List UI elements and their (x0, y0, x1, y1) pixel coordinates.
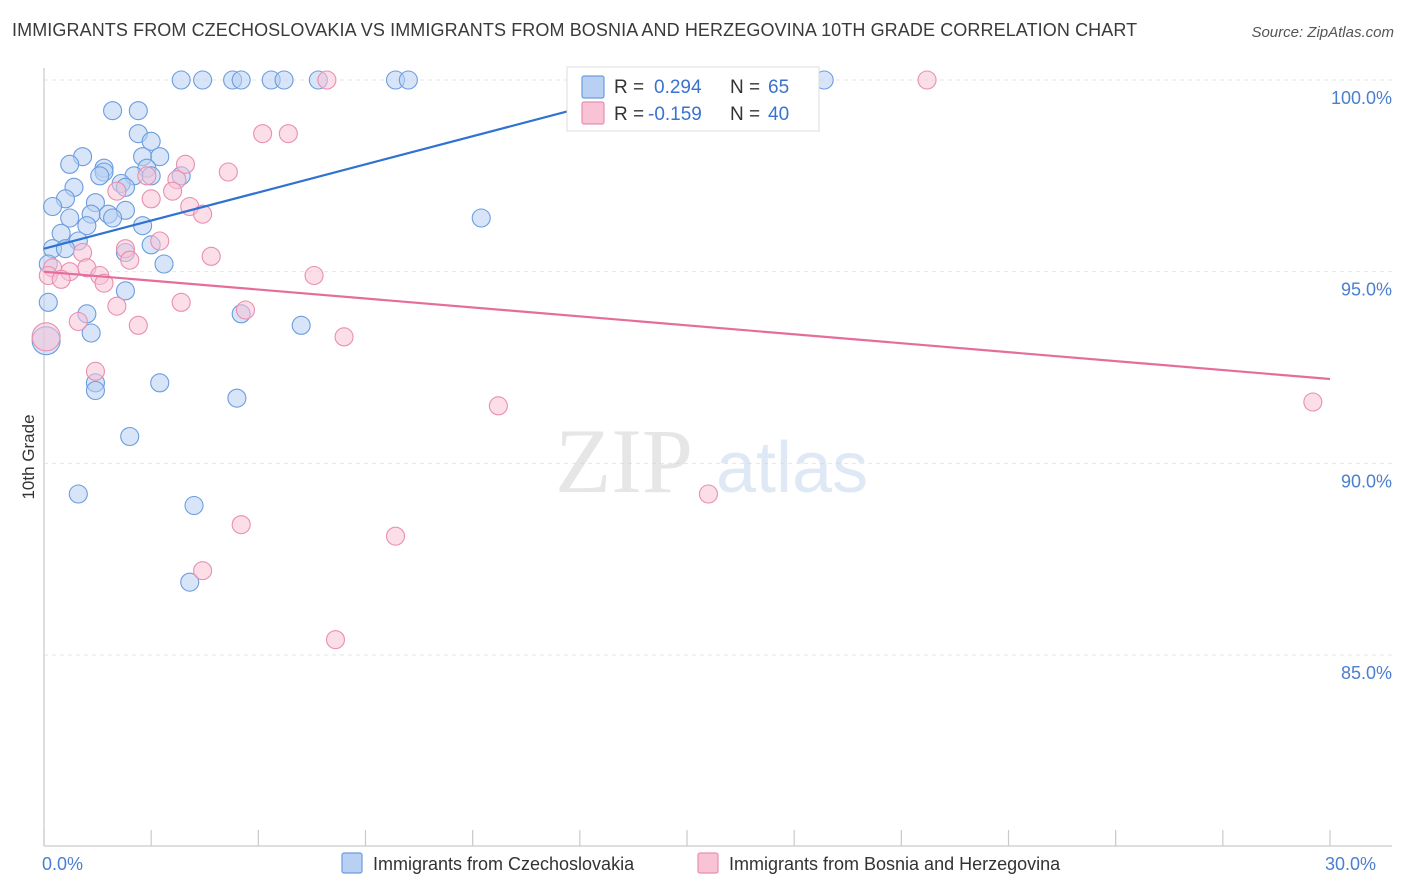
point-czechoslovakia (231, 70, 251, 90)
point-bosnia (85, 361, 105, 381)
legend-swatch-czechoslovakia (581, 75, 605, 99)
point-czechoslovakia (81, 323, 101, 343)
point-czechoslovakia (274, 70, 294, 90)
point-czechoslovakia (103, 208, 123, 228)
legend-swatch-bosnia (581, 101, 605, 125)
legend-r-value-2: -0.159 (648, 104, 702, 125)
trend-line-bosnia (43, 270, 1331, 381)
bottom-legend-label-czechoslovakia: Immigrants from Czechoslovakia (373, 854, 635, 874)
y-tick-label: 90.0% (1341, 471, 1392, 491)
point-bosnia (385, 526, 406, 546)
source-credit: Source: ZipAtlas.com (1251, 24, 1394, 41)
point-czechoslovakia (120, 426, 140, 447)
point-czechoslovakia (184, 495, 204, 516)
point-bosnia (917, 70, 937, 90)
point-bosnia (51, 269, 71, 289)
point-bosnia (31, 322, 61, 352)
point-bosnia (235, 300, 256, 320)
point-bosnia (150, 231, 170, 251)
legend: R = 0.294 N = 65 R = -0.159 N = 40 (566, 66, 820, 132)
point-bosnia (231, 515, 251, 535)
legend-r-label-2: R = (614, 104, 644, 125)
y-tick-label: 95.0% (1341, 280, 1392, 300)
point-czechoslovakia (171, 70, 191, 90)
y-tick-label: 100.0% (1331, 88, 1392, 108)
axes (43, 68, 1392, 847)
point-czechoslovakia (150, 147, 170, 167)
point-czechoslovakia (150, 373, 170, 393)
point-bosnia (334, 327, 354, 347)
point-czechoslovakia (471, 208, 491, 228)
point-czechoslovakia (227, 388, 247, 408)
point-czechoslovakia (60, 154, 80, 174)
point-bosnia (193, 204, 213, 224)
point-bosnia (317, 70, 337, 90)
point-czechoslovakia (291, 315, 311, 335)
point-czechoslovakia (193, 70, 213, 90)
point-czechoslovakia (115, 281, 135, 301)
point-czechoslovakia (68, 484, 88, 504)
legend-n-value-1: 65 (768, 77, 789, 98)
point-czechoslovakia (85, 380, 105, 401)
legend-n-label-1: N = (730, 77, 760, 98)
point-bosnia (171, 292, 191, 312)
point-bosnia (107, 296, 127, 316)
point-czechoslovakia (90, 166, 110, 186)
point-bosnia (141, 189, 161, 209)
bottom-legend: Immigrants from Czechoslovakia Immigrant… (341, 852, 1061, 874)
x-tick-label-min: 0.0% (42, 854, 83, 874)
point-czechoslovakia (60, 208, 80, 228)
point-bosnia (304, 265, 324, 286)
legend-r-value-1: 0.294 (654, 77, 702, 98)
bottom-legend-swatch-czechoslovakia (341, 852, 363, 874)
watermark-atlas: atlas (716, 428, 868, 508)
point-bosnia (120, 250, 140, 270)
series-czechoslovakia-points (31, 70, 834, 592)
bottom-legend-swatch-bosnia (697, 852, 719, 874)
point-bosnia (278, 124, 298, 144)
point-bosnia (193, 561, 213, 581)
legend-n-value-2: 40 (768, 104, 789, 125)
chart-title: IMMIGRANTS FROM CZECHOSLOVAKIA VS IMMIGR… (12, 20, 1138, 40)
point-bosnia (128, 315, 148, 335)
point-czechoslovakia (180, 572, 200, 592)
point-bosnia (68, 311, 88, 332)
point-bosnia (201, 246, 221, 266)
point-bosnia (1303, 392, 1323, 412)
point-czechoslovakia (133, 216, 153, 236)
point-bosnia (137, 166, 157, 186)
bottom-legend-label-bosnia: Immigrants from Bosnia and Herzegovina (729, 854, 1061, 874)
point-czechoslovakia (77, 216, 97, 236)
point-czechoslovakia (128, 101, 148, 121)
point-bosnia (253, 124, 273, 144)
legend-r-label-1: R = (614, 77, 644, 98)
point-bosnia (107, 181, 127, 201)
point-bosnia (163, 181, 183, 201)
point-bosnia (94, 273, 114, 293)
y-tick-label: 85.0% (1341, 663, 1392, 683)
x-tick-label-max: 30.0% (1325, 854, 1376, 874)
point-czechoslovakia (398, 70, 418, 90)
legend-n-label-2: N = (730, 104, 760, 125)
legend-box (566, 66, 820, 132)
point-czechoslovakia (154, 254, 174, 274)
watermark-zip: ZIP (555, 410, 693, 512)
point-bosnia (218, 162, 238, 182)
y-axis-label: 10th Grade (19, 414, 38, 499)
point-bosnia (325, 630, 346, 650)
y-tick-labels: 100.0% 95.0% 90.0% 85.0% (1331, 88, 1392, 683)
point-czechoslovakia (38, 292, 58, 312)
watermark: ZIP atlas (555, 410, 868, 512)
point-czechoslovakia (103, 101, 123, 121)
series-bosnia-points (31, 70, 1323, 650)
x-tick-marks (43, 830, 1331, 846)
point-czechoslovakia (141, 131, 161, 151)
point-bosnia (175, 154, 196, 174)
point-czechoslovakia (43, 196, 63, 217)
point-bosnia (488, 396, 508, 416)
point-bosnia (698, 484, 718, 504)
